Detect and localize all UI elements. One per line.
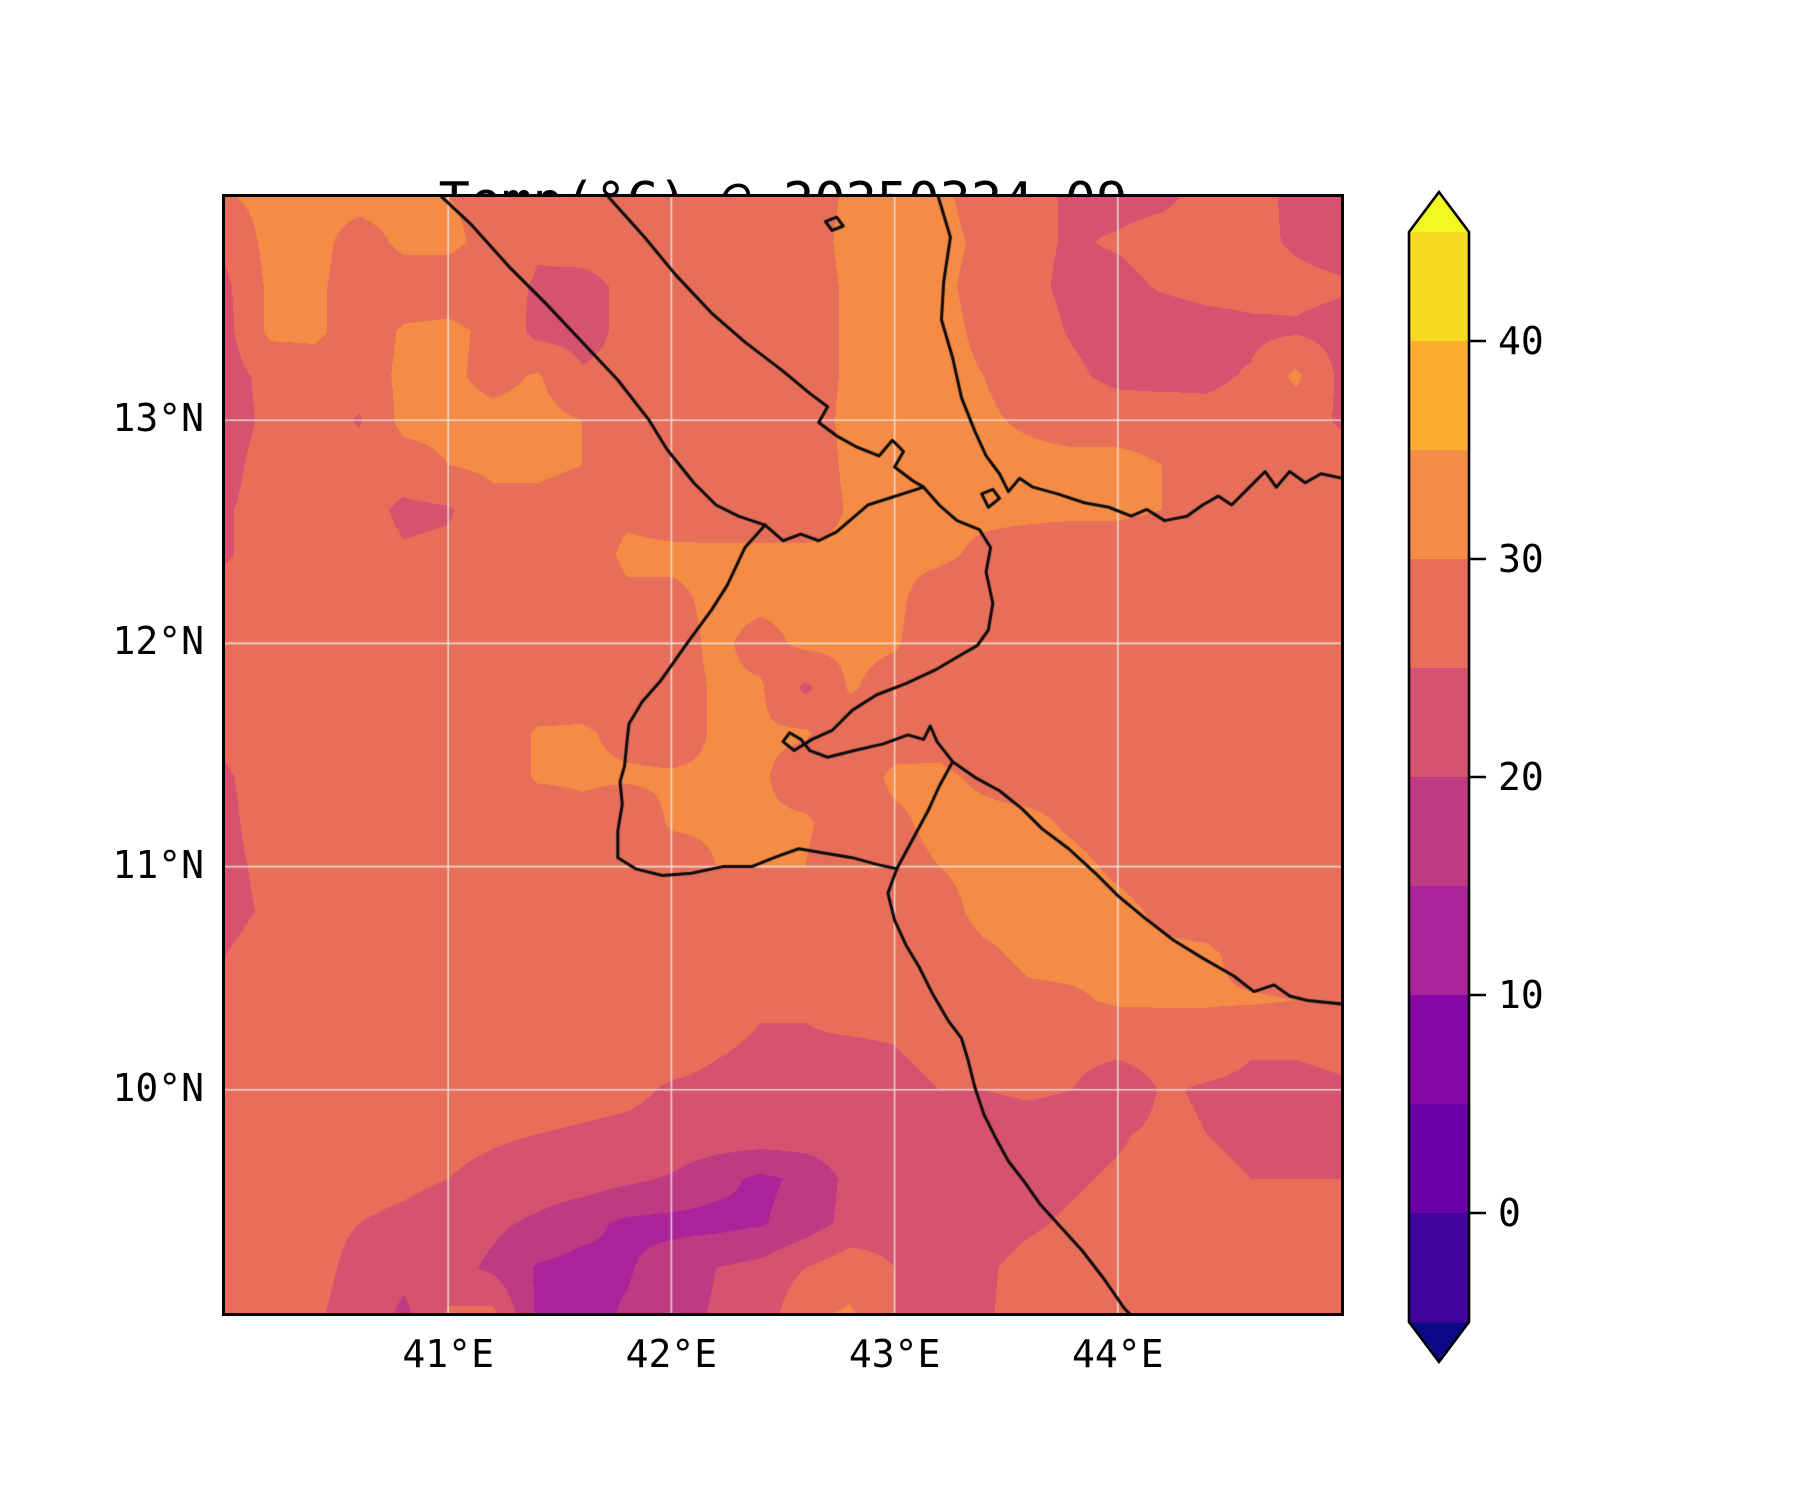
x-tick-label-41: 41°E <box>402 1332 494 1376</box>
colorbar-tick-label-10: 10 <box>1498 973 1544 1017</box>
y-tick-label-10: 10°N <box>112 1066 204 1111</box>
colorbar-outline <box>1407 189 1471 1365</box>
y-axis-tick-labels: 13°N 12°N 11°N 10°N <box>0 0 204 1500</box>
colorbar-band <box>1409 886 1469 996</box>
y-tick-label-12: 12°N <box>112 619 204 664</box>
colorbar-tick-label-40: 40 <box>1498 319 1544 363</box>
colorbar-tick-label-30: 30 <box>1498 537 1544 581</box>
temperature-map-canvas <box>225 197 1341 1313</box>
colorbar-band <box>1409 450 1469 560</box>
colorbar-band <box>1409 1213 1469 1323</box>
y-tick-label-13: 13°N <box>112 396 204 441</box>
x-tick-label-43: 43°E <box>848 1332 941 1376</box>
map-frame <box>222 194 1344 1316</box>
colorbar-over-arrow <box>1409 192 1469 232</box>
x-axis-tick-labels: 41°E 42°E 43°E 44°E <box>0 1332 1800 1392</box>
colorbar-band <box>1409 668 1469 778</box>
colorbar-band <box>1409 995 1469 1105</box>
colorbar: 0 10 20 30 40 <box>1407 189 1544 1365</box>
colorbar-band <box>1409 559 1469 669</box>
colorbar-band <box>1409 232 1469 342</box>
colorbar-tick-label-0: 0 <box>1498 1191 1521 1235</box>
y-tick-label-11: 11°N <box>112 842 204 887</box>
colorbar-tick-label-20: 20 <box>1498 755 1544 799</box>
colorbar-under-arrow <box>1409 1322 1469 1362</box>
colorbar-band <box>1409 341 1469 451</box>
x-tick-label-42: 42°E <box>625 1332 718 1376</box>
x-tick-label-44: 44°E <box>1072 1332 1164 1376</box>
colorbar-band <box>1409 777 1469 887</box>
colorbar-band <box>1409 1104 1469 1214</box>
